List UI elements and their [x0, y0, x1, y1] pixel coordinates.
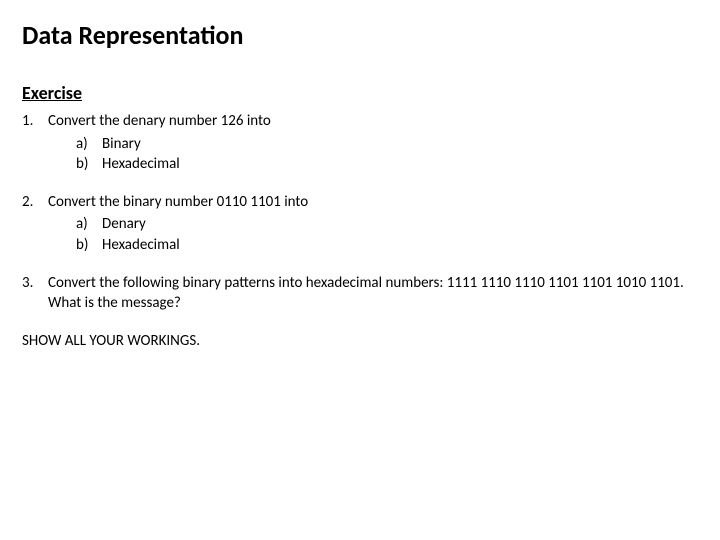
sub-item: a) Denary	[76, 214, 698, 234]
footer-note: SHOW ALL YOUR WORKINGS.	[22, 331, 698, 351]
sub-item-number: a)	[76, 134, 102, 154]
list-item: 3. Convert the following binary patterns…	[22, 273, 698, 314]
list-item: 2. Convert the binary number 0110 1101 i…	[22, 192, 698, 255]
sub-item: a) Binary	[76, 134, 698, 154]
item-number: 1.	[22, 111, 48, 131]
sub-item-number: b)	[76, 235, 102, 255]
item-prompt: Convert the binary number 0110 1101 into	[48, 192, 698, 212]
item-prompt: Convert the following binary patterns in…	[48, 273, 698, 314]
sub-item-text: Hexadecimal	[102, 235, 180, 255]
sub-item-text: Denary	[102, 214, 146, 234]
sub-item: b) Hexadecimal	[76, 235, 698, 255]
exercise-list: 1. Convert the denary number 126 into a)…	[22, 111, 698, 313]
list-item: 1. Convert the denary number 126 into a)…	[22, 111, 698, 174]
page-title: Data Representation	[22, 18, 698, 53]
sub-item-text: Hexadecimal	[102, 154, 180, 174]
sub-item-text: Binary	[102, 134, 141, 154]
item-number: 3.	[22, 273, 48, 314]
exercise-heading: Exercise	[22, 81, 698, 105]
sub-item: b) Hexadecimal	[76, 154, 698, 174]
sub-item-number: a)	[76, 214, 102, 234]
item-prompt: Convert the denary number 126 into	[48, 111, 698, 131]
item-number: 2.	[22, 192, 48, 212]
sub-item-number: b)	[76, 154, 102, 174]
